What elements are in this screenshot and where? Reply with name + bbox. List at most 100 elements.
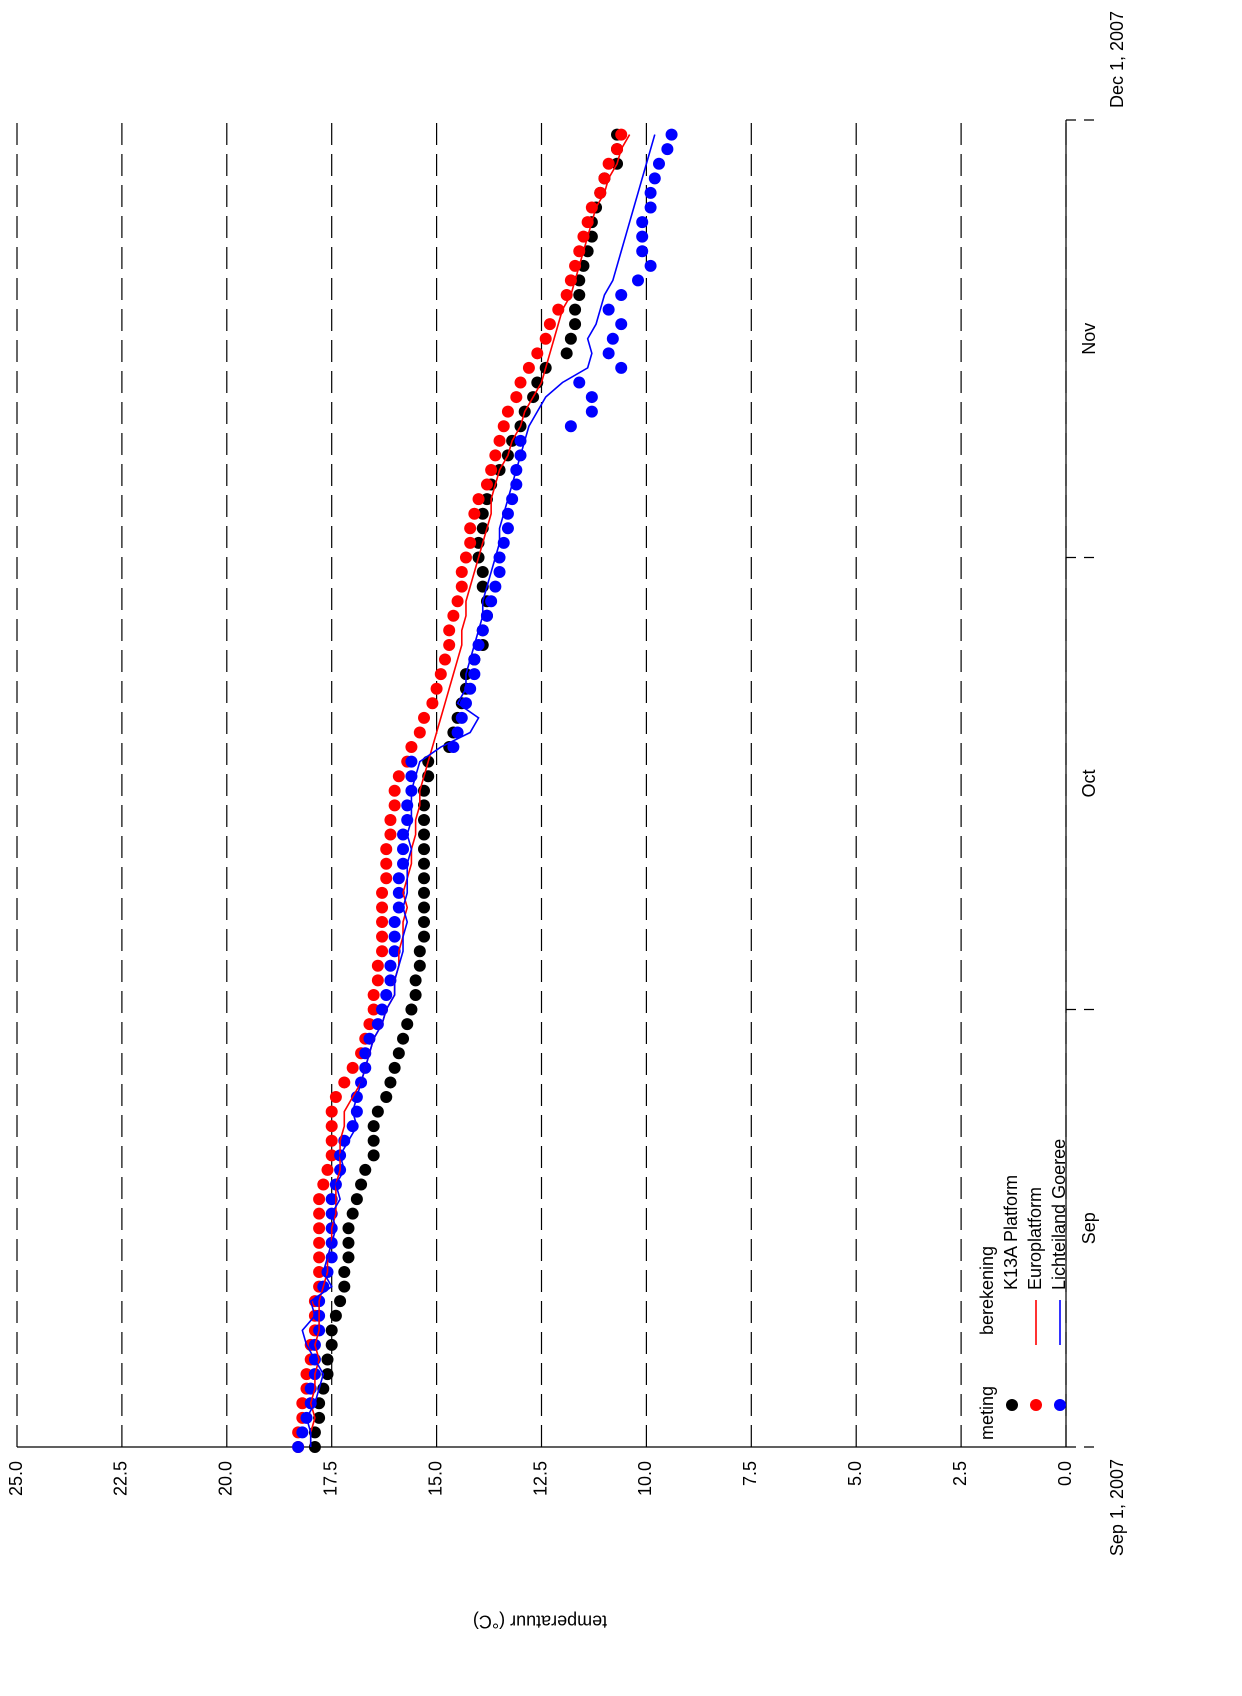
measured-dot bbox=[346, 1061, 359, 1074]
measured-dot bbox=[468, 668, 481, 681]
measured-dot bbox=[489, 580, 502, 593]
measured-dot bbox=[531, 347, 544, 360]
y-tick-label: 10.0 bbox=[635, 1461, 655, 1496]
measured-dot bbox=[371, 1105, 384, 1118]
measured-dot bbox=[376, 901, 389, 914]
measured-dot bbox=[573, 376, 586, 389]
measured-dot bbox=[426, 697, 439, 710]
measured-dot bbox=[480, 478, 493, 491]
measured-dot bbox=[380, 843, 393, 856]
legend-label: Lichteiland Goeree bbox=[1049, 1139, 1069, 1290]
measured-dot bbox=[325, 1338, 338, 1351]
measured-dot bbox=[413, 959, 426, 972]
measured-dot bbox=[615, 288, 628, 301]
measured-dot bbox=[430, 682, 443, 695]
measured-dot bbox=[313, 1236, 326, 1249]
legend-dot bbox=[1030, 1399, 1042, 1411]
measured-dot bbox=[464, 682, 477, 695]
measured-dot bbox=[342, 1222, 355, 1235]
y-tick-label: 20.0 bbox=[216, 1461, 236, 1496]
measured-dot bbox=[501, 405, 514, 418]
measured-dot bbox=[313, 1193, 326, 1206]
measured-dot bbox=[464, 522, 477, 535]
measured-dot bbox=[468, 507, 481, 520]
measured-dot bbox=[615, 318, 628, 331]
measured-dot bbox=[472, 493, 485, 506]
measured-dot bbox=[455, 580, 468, 593]
measured-dot bbox=[459, 697, 472, 710]
measured-dot bbox=[313, 1266, 326, 1279]
measured-dot bbox=[376, 945, 389, 958]
measured-dot bbox=[418, 828, 431, 841]
measured-dot bbox=[325, 1120, 338, 1133]
measured-dot bbox=[564, 332, 577, 345]
measured-dot bbox=[380, 988, 393, 1001]
x-tick-label: Sep 1, 2007 bbox=[1107, 1459, 1127, 1556]
legend-header: berekening bbox=[977, 1246, 997, 1335]
measured-dot bbox=[560, 347, 573, 360]
measured-dot bbox=[388, 930, 401, 943]
measured-dot bbox=[418, 886, 431, 899]
measured-dot bbox=[522, 361, 535, 374]
measured-dot bbox=[409, 974, 422, 987]
measured-dot bbox=[342, 1251, 355, 1264]
measured-dot bbox=[648, 172, 661, 185]
month-label: Oct bbox=[1079, 769, 1099, 797]
measured-dot bbox=[313, 1222, 326, 1235]
measured-dot bbox=[644, 201, 657, 214]
measured-dot bbox=[313, 1251, 326, 1264]
measured-dot bbox=[636, 230, 649, 243]
measured-dot bbox=[485, 463, 498, 476]
measured-dot bbox=[418, 813, 431, 826]
measured-dot bbox=[476, 566, 489, 579]
measured-dot bbox=[569, 303, 582, 316]
measured-dot bbox=[384, 959, 397, 972]
measured-dot bbox=[380, 872, 393, 885]
measured-dot bbox=[636, 245, 649, 258]
measured-dot bbox=[300, 1368, 313, 1381]
measured-dot bbox=[418, 930, 431, 943]
measured-dot bbox=[447, 609, 460, 622]
measured-dot bbox=[418, 872, 431, 885]
measured-dot bbox=[346, 1207, 359, 1220]
y-tick-label: 15.0 bbox=[425, 1461, 445, 1496]
measured-dot bbox=[652, 157, 665, 170]
measured-dot bbox=[510, 391, 523, 404]
measured-dot bbox=[438, 653, 451, 666]
measured-dot bbox=[367, 1149, 380, 1162]
measured-dot bbox=[585, 391, 598, 404]
measured-dot bbox=[384, 974, 397, 987]
measured-dot bbox=[317, 1178, 330, 1191]
measured-dot bbox=[418, 857, 431, 870]
measured-dot bbox=[325, 1193, 338, 1206]
measured-dot bbox=[543, 318, 556, 331]
measured-dot bbox=[602, 303, 615, 316]
measured-dot bbox=[367, 1120, 380, 1133]
measured-dot bbox=[418, 843, 431, 856]
measured-dot bbox=[497, 420, 510, 433]
measured-dot bbox=[569, 318, 582, 331]
measured-dot bbox=[401, 1018, 414, 1031]
measured-dot bbox=[388, 799, 401, 812]
measured-dot bbox=[485, 595, 498, 608]
measured-dot bbox=[376, 886, 389, 899]
measured-dot bbox=[371, 974, 384, 987]
measured-dot bbox=[296, 1397, 309, 1410]
measured-dot bbox=[644, 259, 657, 272]
measured-dot bbox=[313, 1207, 326, 1220]
measured-dot bbox=[384, 813, 397, 826]
measured-dot bbox=[413, 945, 426, 958]
y-tick-label: 22.5 bbox=[111, 1461, 131, 1496]
rotated-plot: temperatuur (°C) 0.0 2.5 5.0 7.5 10.0 12.5 15.… bbox=[6, 11, 1127, 1631]
measured-dot bbox=[338, 1280, 351, 1293]
measured-dot bbox=[632, 274, 645, 287]
measured-dot bbox=[363, 1018, 376, 1031]
y-tick-label: 12.5 bbox=[530, 1461, 550, 1496]
measured-dot bbox=[573, 288, 586, 301]
measured-dot bbox=[476, 507, 489, 520]
measured-dot bbox=[464, 536, 477, 549]
month-label: Nov bbox=[1079, 323, 1099, 355]
measured-dot bbox=[636, 216, 649, 229]
measured-dot bbox=[388, 945, 401, 958]
measured-dot bbox=[451, 726, 464, 739]
